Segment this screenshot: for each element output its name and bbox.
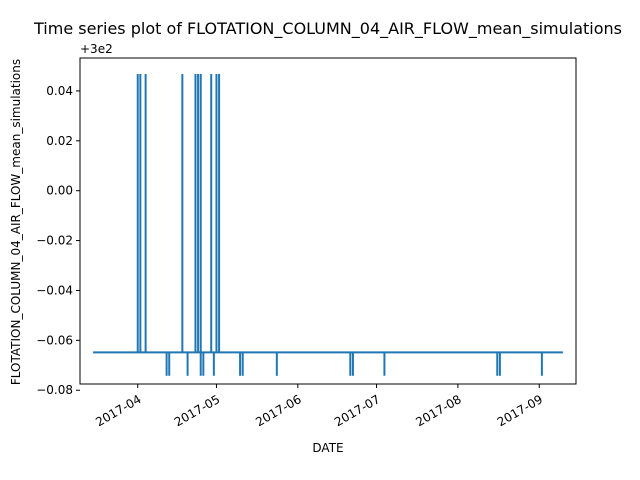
x-axis-label: DATE — [312, 441, 343, 455]
y-tick-label: 0.00 — [46, 184, 73, 198]
x-tick-label: 2017-09 — [495, 392, 545, 429]
y-tick-label: −0.06 — [36, 333, 73, 347]
x-axis: 2017-04 2017-05 2017-06 2017-07 2017-08 2017-… — [93, 384, 545, 429]
x-tick-label: 2017-04 — [93, 392, 143, 429]
y-tick-label: 0.04 — [46, 84, 73, 98]
y-tick-label: −0.08 — [36, 383, 73, 397]
y-tick-label: 0.02 — [46, 134, 73, 148]
x-tick-label: 2017-08 — [413, 392, 463, 429]
plot-frame — [79, 57, 577, 385]
x-tick-label: 2017-07 — [332, 392, 382, 429]
x-tick-label: 2017-06 — [253, 392, 303, 429]
chart-title: Time series plot of FLOTATION_COLUMN_04_… — [33, 19, 622, 39]
y-tick-label: −0.02 — [36, 234, 73, 248]
series-line-group — [93, 73, 563, 376]
y-offset-text: +3e2 — [80, 42, 113, 56]
x-tick-label: 2017-05 — [172, 392, 222, 429]
y-axis: 0.04 0.02 0.00 −0.02 −0.04 −0.06 −0.08 — [36, 84, 80, 397]
y-axis-label: FLOTATION_COLUMN_04_AIR_FLOW_mean_simula… — [9, 59, 23, 385]
y-tick-label: −0.04 — [36, 283, 73, 297]
